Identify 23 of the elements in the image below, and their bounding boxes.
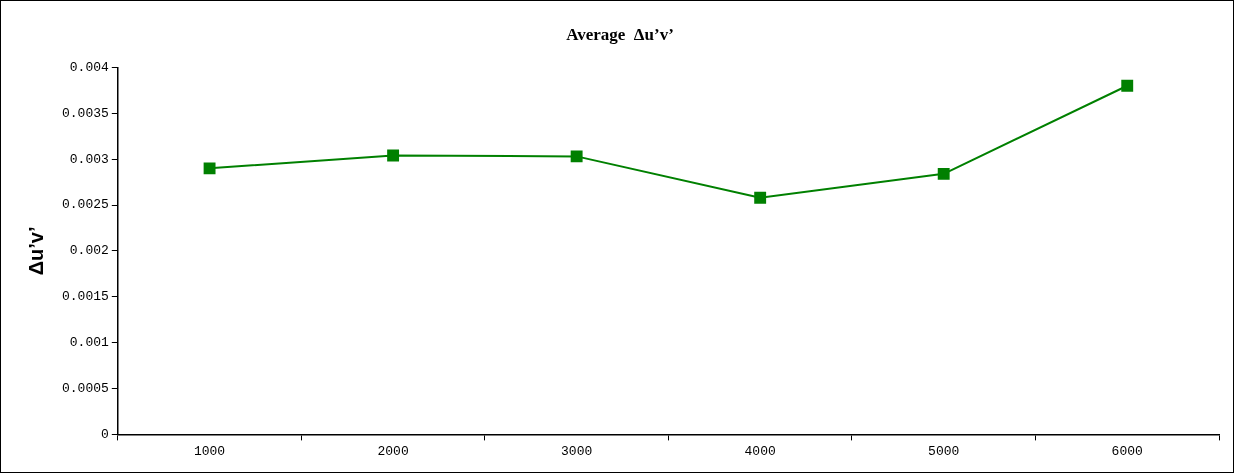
point [1121, 79, 1134, 92]
point [937, 167, 950, 180]
y-tick-label: 0.0015 [62, 289, 109, 305]
y-tick-label: 0.003 [69, 151, 109, 167]
point [203, 162, 216, 175]
x-tick-label: 6000 [1111, 443, 1143, 459]
y-tick-label: 0.002 [69, 243, 109, 259]
y-tick-label: 0.0005 [62, 380, 109, 396]
y-tick-label: 0.0035 [62, 105, 109, 121]
y-axis-title: Δu’v’ [24, 226, 47, 276]
x-tick-label: 2000 [377, 443, 409, 459]
chart-title: Average Δu’v’ [566, 24, 674, 44]
x-tick-label: 4000 [744, 443, 776, 459]
y-tick-label: 0.0025 [62, 197, 109, 213]
y-tick-label: 0.004 [69, 59, 109, 75]
y-tick-label: 0 [101, 426, 109, 442]
y-tick-label: 0.001 [69, 335, 109, 351]
x-tick-label: 3000 [561, 443, 593, 459]
point [754, 191, 767, 204]
point [387, 149, 400, 162]
x-tick-label: 5000 [928, 443, 960, 459]
x-tick-label: 1000 [193, 443, 226, 459]
point [570, 150, 583, 163]
